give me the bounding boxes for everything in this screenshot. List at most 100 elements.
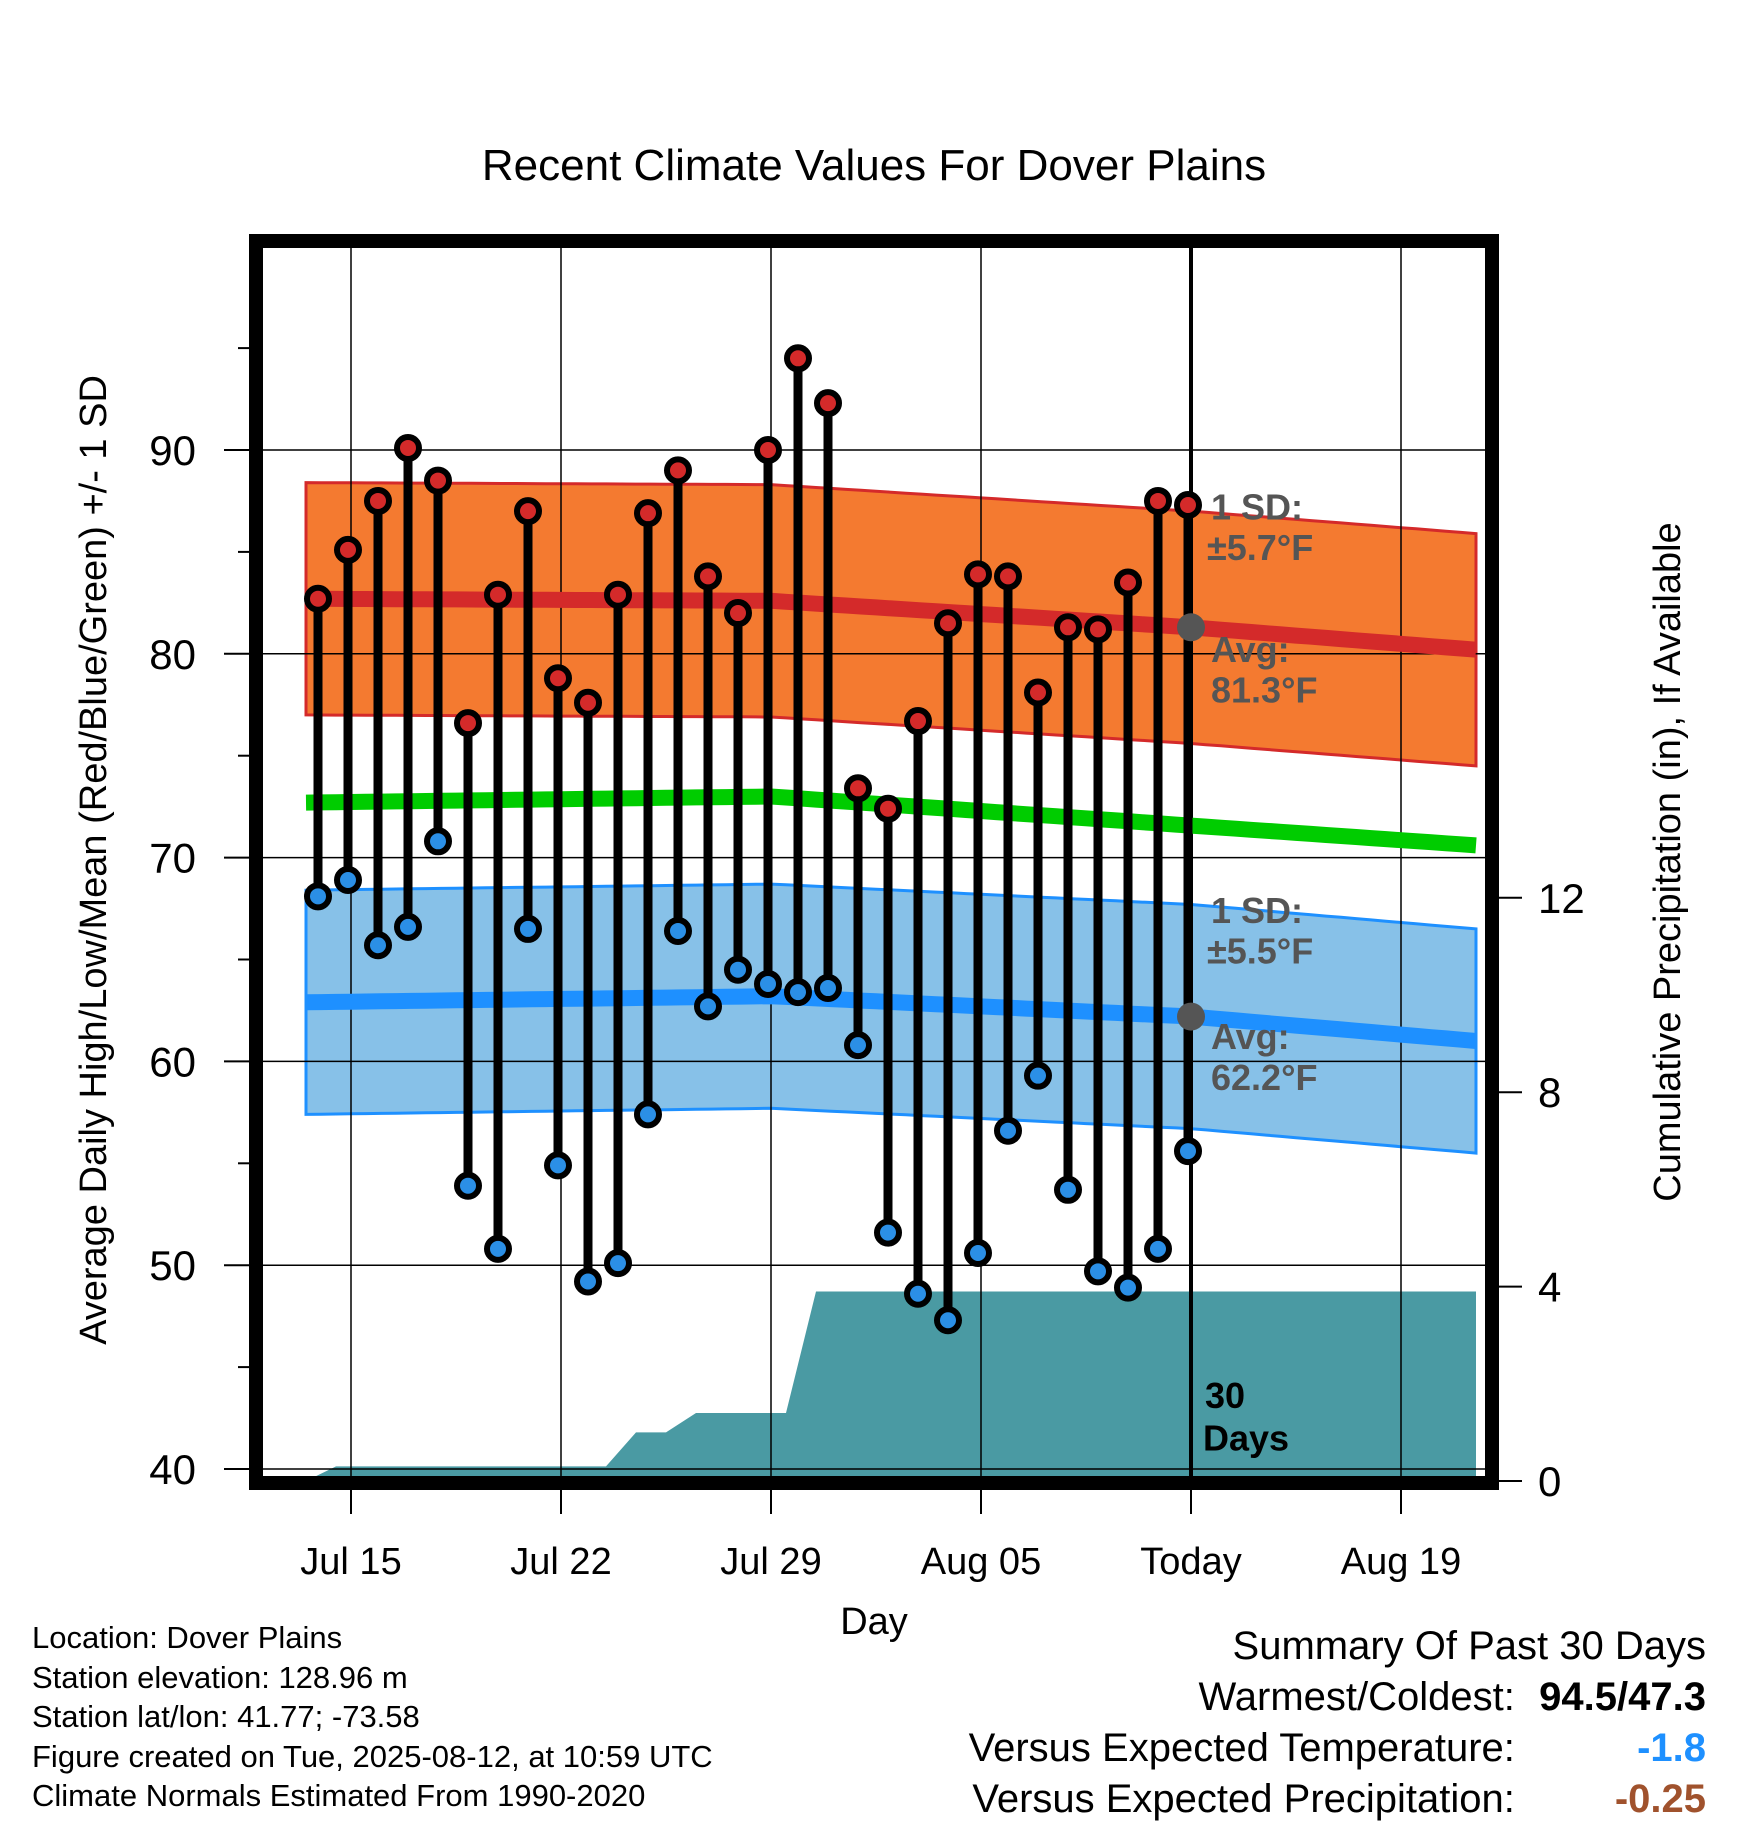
y2-tick-label: 4: [1538, 1264, 1561, 1311]
daily-low-point: [964, 1238, 992, 1267]
daily-low-point: [634, 1100, 662, 1129]
daily-high-point: [604, 580, 632, 609]
daily-low-point: [1174, 1137, 1202, 1166]
daily-low-point: [394, 912, 422, 941]
daily-high-point: [934, 609, 962, 638]
high-avg-value: 81.3°F: [1211, 670, 1317, 711]
daily-low-point: [904, 1279, 932, 1308]
daily-high-point: [1024, 678, 1052, 707]
temp-anomaly-label: Versus Expected Temperature:: [968, 1726, 1515, 1770]
x-axis-label: Day: [840, 1601, 908, 1643]
y2-tick-label: 0: [1538, 1458, 1561, 1505]
x-tick-label: Aug 19: [1341, 1541, 1461, 1583]
daily-low-point: [664, 916, 692, 945]
daily-high-point: [484, 580, 512, 609]
high-sd-value: ±5.7°F: [1207, 527, 1313, 568]
daily-high-point: [424, 466, 452, 495]
y-tick-label: 50: [149, 1242, 196, 1289]
x-tick-label: Aug 05: [921, 1541, 1041, 1583]
low-avg-value: 62.2°F: [1211, 1057, 1317, 1098]
precip-anomaly-label: Versus Expected Precipitation:: [972, 1777, 1515, 1821]
daily-low-point: [934, 1306, 962, 1335]
x-tick-label: Jul 22: [510, 1541, 611, 1583]
daily-high-point: [544, 664, 572, 693]
y-axis-label: Average Daily High/Low/Mean (Red/Blue/Gr…: [73, 375, 115, 1345]
elevation-text: Station elevation: 128.96 m: [32, 1659, 408, 1695]
daily-high-point: [364, 486, 392, 515]
y2-tick-label: 8: [1538, 1069, 1561, 1116]
warmest-label: Warmest/Coldest:: [1198, 1675, 1515, 1719]
high-sd-label: 1 SD:: [1211, 486, 1303, 527]
daily-low-point: [1114, 1273, 1142, 1302]
daily-low-point: [454, 1171, 482, 1200]
daily-high-point: [904, 707, 932, 736]
daily-high-point: [664, 456, 692, 485]
daily-low-point: [304, 882, 332, 911]
low-avg-label: Avg:: [1211, 1016, 1290, 1057]
days-count-label: 30: [1205, 1375, 1245, 1416]
daily-high-point: [334, 535, 362, 564]
daily-high-point: [634, 499, 662, 528]
latlon-text: Station lat/lon: 41.77; -73.58: [32, 1699, 420, 1734]
location-text: Location: Dover Plains: [32, 1620, 343, 1655]
x-tick-label: Today: [1140, 1541, 1241, 1583]
y2-tick-label: 12: [1538, 875, 1585, 922]
daily-high-point: [454, 709, 482, 738]
daily-low-point: [1144, 1234, 1172, 1263]
low-sd-label: 1 SD:: [1211, 890, 1303, 931]
precip-anomaly-value: -0.25: [1614, 1777, 1706, 1821]
y-tick-label: 60: [149, 1038, 196, 1085]
plot-frame: [249, 234, 1499, 1490]
daily-high-point: [1174, 491, 1202, 520]
daily-low-point: [814, 974, 842, 1003]
today-low-avg-marker: [1177, 1002, 1205, 1031]
daily-high-point: [394, 433, 422, 462]
y2-axis-label: Cumulative Precipitation (in), If Availa…: [1647, 522, 1689, 1201]
daily-high-point: [844, 774, 872, 803]
daily-low-point: [724, 955, 752, 984]
warmest-value: 94.5/47.3: [1539, 1675, 1706, 1719]
daily-low-point: [514, 914, 542, 943]
y-tick-label: 40: [149, 1446, 196, 1493]
daily-high-point: [874, 794, 902, 823]
daily-low-point: [544, 1151, 572, 1180]
daily-low-point: [994, 1116, 1022, 1145]
daily-high-point: [514, 497, 542, 526]
daily-high-point: [964, 560, 992, 589]
daily-high-point: [994, 562, 1022, 591]
daily-high-point: [694, 562, 722, 591]
daily-high-point: [724, 599, 752, 628]
daily-high-point: [304, 584, 332, 613]
high-avg-label: Avg:: [1211, 629, 1290, 670]
days-unit-label: Days: [1203, 1418, 1289, 1459]
chart-title: Recent Climate Values For Dover Plains: [482, 141, 1266, 190]
y-tick-label: 70: [149, 835, 196, 882]
daily-low-point: [334, 866, 362, 895]
daily-high-point: [784, 344, 812, 373]
today-high-avg-marker: [1177, 613, 1205, 642]
daily-low-point: [844, 1031, 872, 1060]
daily-low-point: [694, 992, 722, 1021]
daily-low-point: [1054, 1175, 1082, 1204]
daily-high-point: [814, 389, 842, 418]
daily-low-point: [574, 1267, 602, 1296]
summary-warmest-row: Warmest/Coldest: 94.5/47.3: [969, 1672, 1707, 1723]
created-text: Figure created on Tue, 2025-08-12, at 10…: [32, 1738, 713, 1774]
y-tick-label: 90: [149, 427, 196, 474]
daily-high-point: [1114, 568, 1142, 597]
daily-high-point: [1144, 486, 1172, 515]
summary-temp-row: Versus Expected Temperature: -1.8: [969, 1723, 1706, 1774]
y-tick-label: 80: [149, 631, 196, 678]
daily-low-point: [1024, 1061, 1052, 1090]
daily-low-point: [604, 1249, 632, 1278]
summary-title: Summary Of Past 30 Days: [1232, 1624, 1706, 1668]
normals-text: Climate Normals Estimated From 1990-2020: [32, 1778, 646, 1813]
daily-high-point: [754, 436, 782, 464]
daily-low-point: [424, 827, 452, 856]
daily-low-point: [364, 931, 392, 960]
low-sd-value: ±5.5°F: [1207, 931, 1313, 972]
x-tick-label: Jul 29: [720, 1541, 821, 1583]
daily-low-point: [784, 978, 812, 1007]
daily-high-point: [1054, 613, 1082, 642]
